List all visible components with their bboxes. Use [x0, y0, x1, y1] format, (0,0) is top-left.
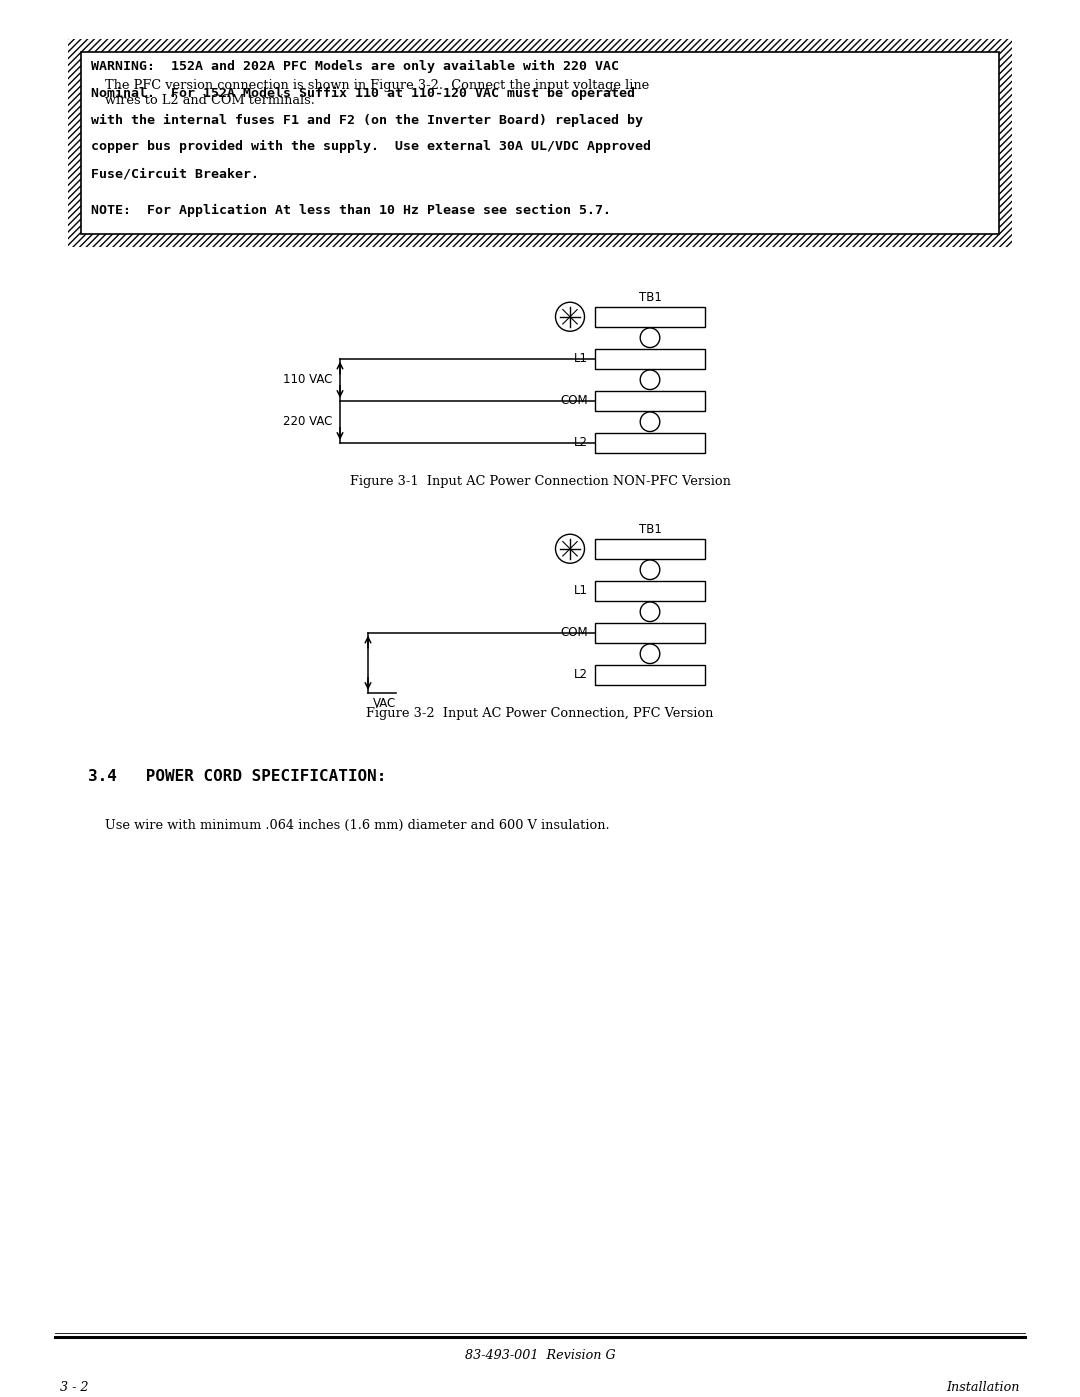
Text: COM: COM — [561, 394, 588, 408]
Text: Installation: Installation — [946, 1382, 1020, 1394]
Text: Figure 3-1  Input AC Power Connection NON-PFC Version: Figure 3-1 Input AC Power Connection NON… — [350, 475, 730, 488]
Text: wires to L2 and COM terminals.: wires to L2 and COM terminals. — [105, 94, 315, 108]
Text: 110 VAC: 110 VAC — [283, 373, 332, 386]
Text: 220 VAC: 220 VAC — [283, 415, 332, 429]
Text: L1: L1 — [573, 352, 588, 365]
Text: WARNING:  152A and 202A PFC Models are only available with 220 VAC: WARNING: 152A and 202A PFC Models are on… — [91, 60, 619, 73]
Circle shape — [640, 602, 660, 622]
Text: 3.4   POWER CORD SPECIFICATION:: 3.4 POWER CORD SPECIFICATION: — [87, 768, 387, 784]
Text: with the internal fuses F1 and F2 (on the Inverter Board) replaced by: with the internal fuses F1 and F2 (on th… — [91, 113, 643, 127]
Text: L2: L2 — [573, 668, 588, 682]
Text: 83-493-001  Revision G: 83-493-001 Revision G — [464, 1350, 616, 1362]
Text: VAC: VAC — [373, 697, 396, 710]
Bar — [595, 539, 705, 559]
Text: Figure 3-2  Input AC Power Connection, PFC Version: Figure 3-2 Input AC Power Connection, PF… — [366, 707, 714, 719]
Text: TB1: TB1 — [638, 291, 661, 305]
Circle shape — [640, 644, 660, 664]
Bar — [595, 391, 705, 411]
Bar — [68, 39, 1012, 247]
Text: L2: L2 — [573, 436, 588, 450]
Bar — [595, 665, 705, 685]
Bar — [595, 581, 705, 601]
Bar — [595, 307, 705, 327]
Circle shape — [640, 412, 660, 432]
Circle shape — [640, 560, 660, 580]
Text: Fuse/Circuit Breaker.: Fuse/Circuit Breaker. — [91, 168, 259, 180]
Circle shape — [640, 328, 660, 348]
Circle shape — [555, 302, 584, 331]
Text: L1: L1 — [573, 584, 588, 598]
Circle shape — [555, 534, 584, 563]
Bar — [595, 623, 705, 643]
Text: copper bus provided with the supply.  Use external 30A UL/VDC Approved: copper bus provided with the supply. Use… — [91, 141, 651, 154]
Circle shape — [640, 370, 660, 390]
Bar — [595, 433, 705, 453]
Text: 3 - 2: 3 - 2 — [60, 1382, 89, 1394]
Text: NOTE:  For Application At less than 10 Hz Please see section 5.7.: NOTE: For Application At less than 10 Hz… — [91, 204, 611, 217]
Text: Nominal.  For 152A Models Suffix 110 at 110-120 VAC must be operated: Nominal. For 152A Models Suffix 110 at 1… — [91, 87, 635, 99]
Bar — [81, 52, 999, 235]
Bar — [595, 349, 705, 369]
Text: The PFC version connection is shown in Figure 3-2.  Connect the input voltage li: The PFC version connection is shown in F… — [105, 80, 649, 92]
Text: Use wire with minimum .064 inches (1.6 mm) diameter and 600 V insulation.: Use wire with minimum .064 inches (1.6 m… — [105, 819, 609, 831]
Text: TB1: TB1 — [638, 522, 661, 536]
Text: COM: COM — [561, 626, 588, 640]
